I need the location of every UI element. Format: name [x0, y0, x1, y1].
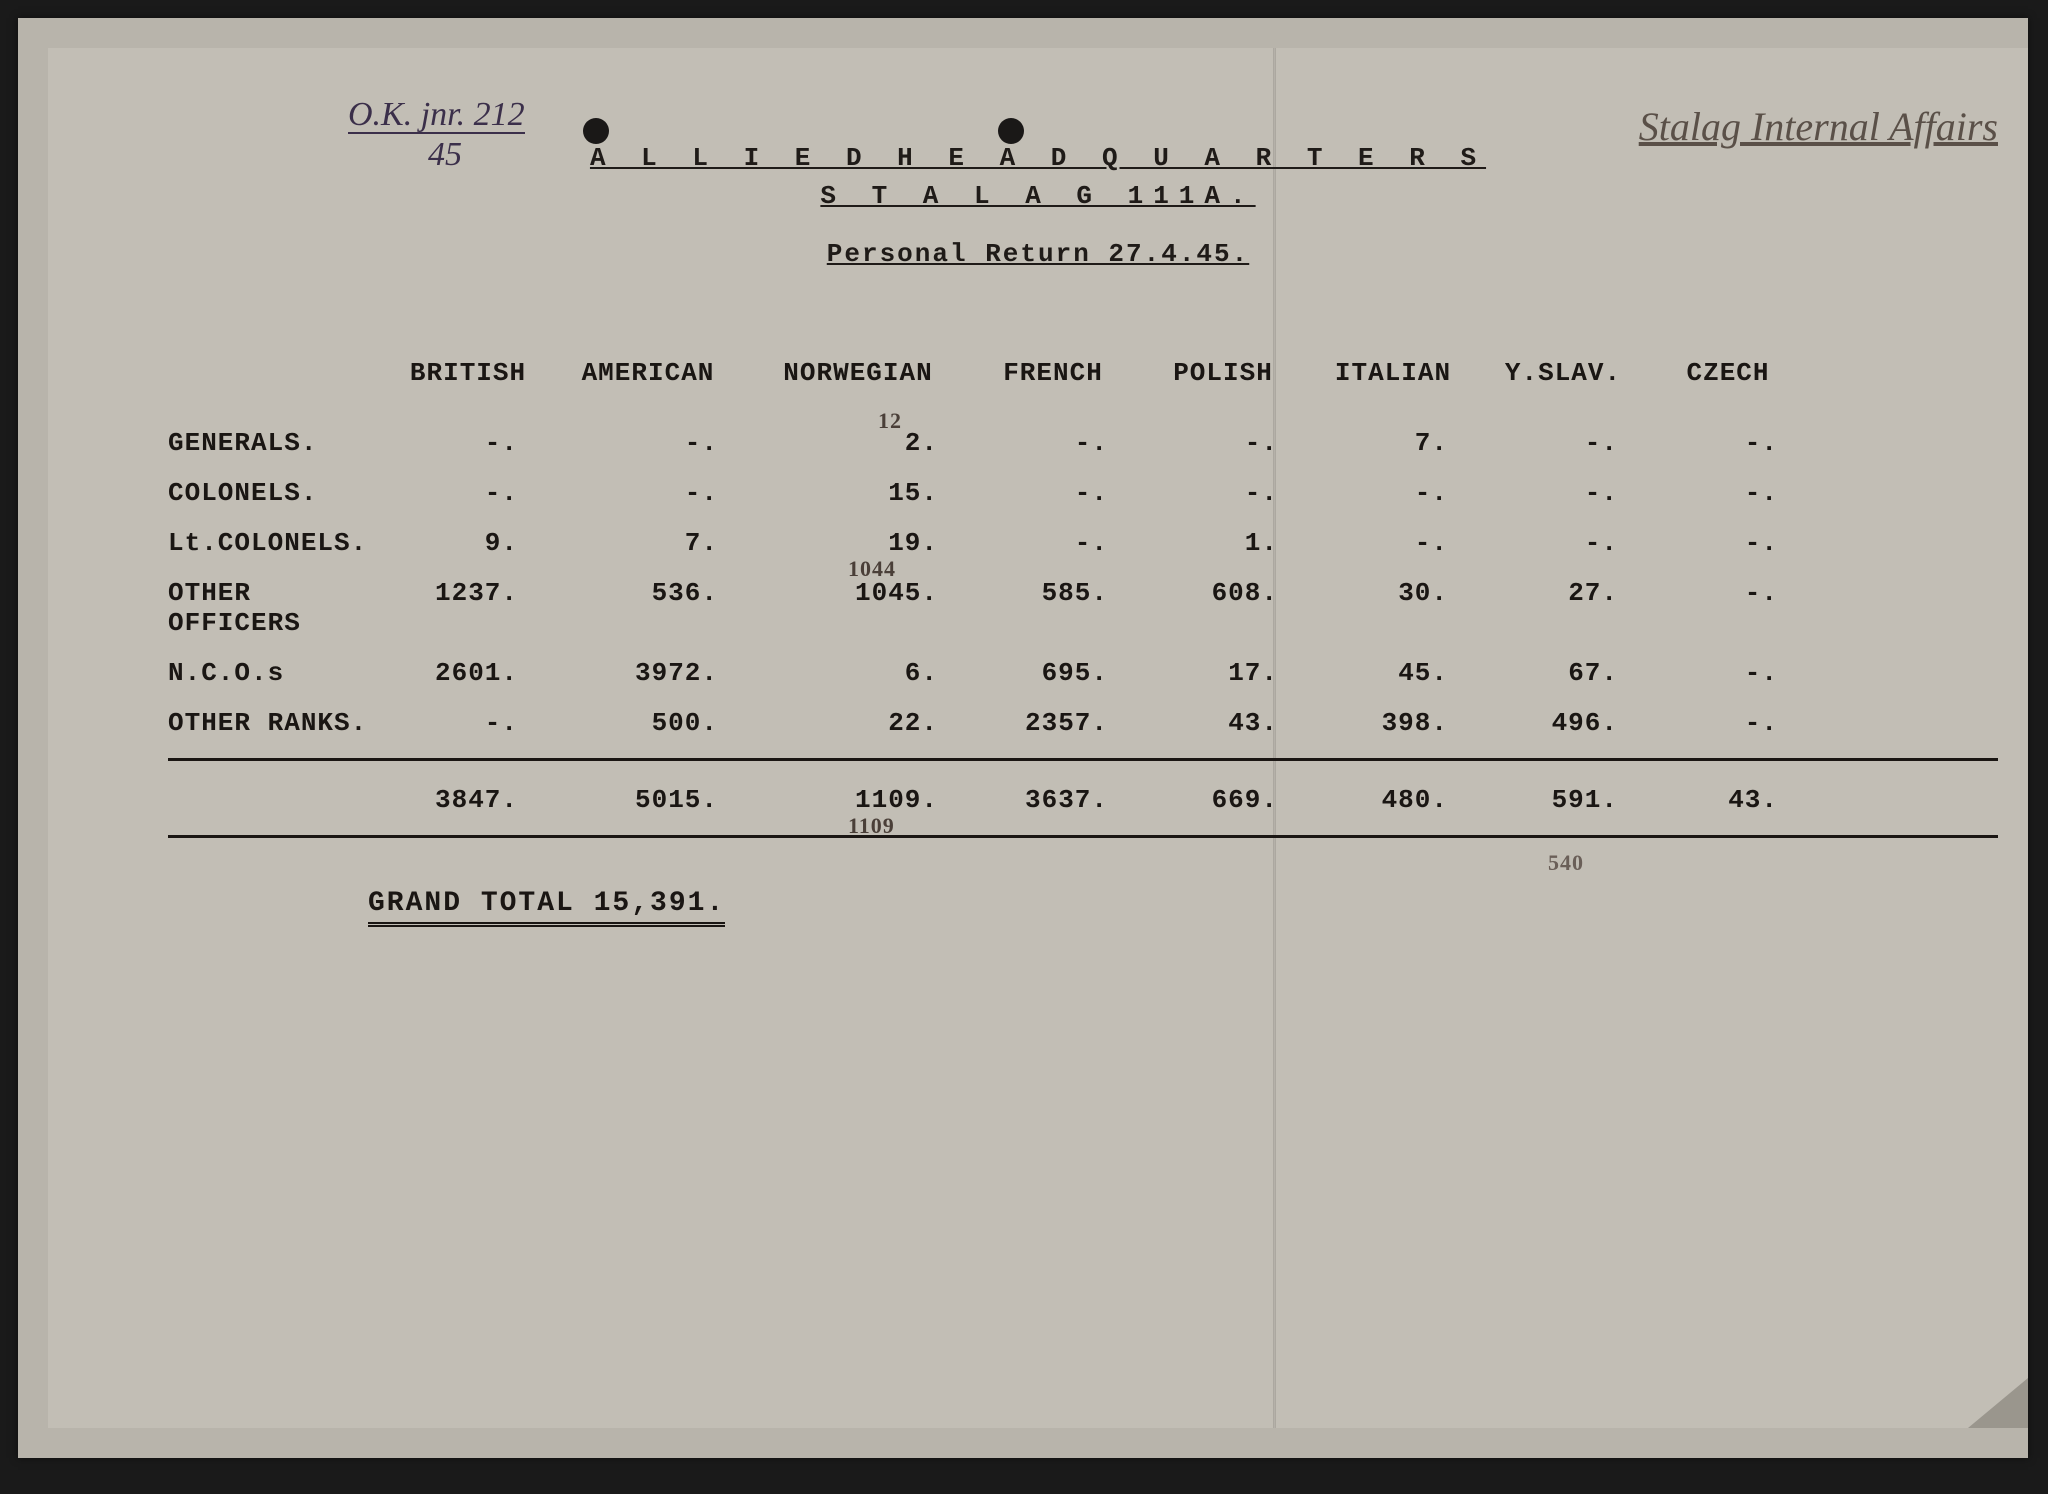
table-cell: -. — [1148, 428, 1318, 458]
table-cell: -. — [1318, 478, 1488, 508]
table-row: GENERALS.-.-.2.12-.-.7.-.-. — [168, 428, 1998, 458]
table-cell: 585. — [978, 578, 1148, 608]
header-line-2: S T A L A G 111A. — [48, 181, 2028, 211]
table-row: Lt.COLONELS.9.7.19.-.1.-.-.-. — [168, 528, 1998, 558]
table-cell: 398. — [1318, 708, 1488, 738]
handwritten-ref-top: O.K. jnr. 212 — [348, 98, 525, 134]
col-norwegian: NORWEGIAN — [758, 358, 978, 388]
annotation-generals-norwegian: 12 — [878, 408, 902, 434]
table-cell: 1237. — [398, 578, 558, 608]
punch-hole-left — [583, 118, 609, 144]
total-italian: 480. — [1318, 785, 1488, 815]
totals-row: 3847. 5015. 1109. 1109 3637. 669. 480. 5… — [168, 785, 1998, 815]
table-rule-bottom — [168, 835, 1998, 838]
table-cell: 608. — [1148, 578, 1318, 608]
table-cell: 2.12 — [758, 428, 978, 458]
data-table: BRITISH AMERICAN NORWEGIAN FRENCH POLISH… — [168, 358, 1998, 862]
table-cell: 3972. — [558, 658, 758, 688]
table-cell: -. — [1658, 708, 1818, 738]
punch-hole-right — [998, 118, 1024, 144]
table-rule-top — [168, 758, 1998, 761]
table-cell: 27. — [1488, 578, 1658, 608]
table-cell: -. — [1658, 478, 1818, 508]
table-cell: -. — [398, 428, 558, 458]
table-cell: 9. — [398, 528, 558, 558]
total-polish: 669. — [1148, 785, 1318, 815]
table-cell: -. — [1658, 528, 1818, 558]
row-label: N.C.O.s — [168, 658, 398, 688]
total-french: 3637. — [978, 785, 1148, 815]
table-cell: -. — [558, 478, 758, 508]
total-czech: 43. — [1658, 785, 1818, 815]
annotation-officers-norwegian: 1044 — [848, 556, 896, 582]
table-cell: 45. — [1318, 658, 1488, 688]
document-header: A L L I E D H E A D Q U A R T E R S S T … — [48, 143, 2028, 269]
col-american: AMERICAN — [558, 358, 758, 388]
table-cell: 2601. — [398, 658, 558, 688]
table-cell: -. — [398, 708, 558, 738]
table-cell: 67. — [1488, 658, 1658, 688]
table-cell: 695. — [978, 658, 1148, 688]
table-cell: 6. — [758, 658, 978, 688]
table-cell: 7. — [558, 528, 758, 558]
col-british: BRITISH — [398, 358, 558, 388]
col-czech: CZECH — [1658, 358, 1818, 388]
table-cell: -. — [1658, 428, 1818, 458]
paper-sheet: O.K. jnr. 212 45 Stalag Internal Affairs… — [48, 48, 2028, 1428]
row-label: Lt.COLONELS. — [168, 528, 398, 558]
document-page: O.K. jnr. 212 45 Stalag Internal Affairs… — [18, 18, 2028, 1458]
table-cell: -. — [1148, 478, 1318, 508]
total-american: 5015. — [558, 785, 758, 815]
header-line-1: A L L I E D H E A D Q U A R T E R S — [48, 143, 2028, 173]
header-line-3: Personal Return 27.4.45. — [48, 239, 2028, 269]
table-row: OTHER RANKS.-.500.22.2357.43.398.496.-. — [168, 708, 1998, 738]
grand-total: GRAND TOTAL 15,391. — [368, 888, 725, 927]
table-cell: -. — [1488, 428, 1658, 458]
table-header-row: BRITISH AMERICAN NORWEGIAN FRENCH POLISH… — [168, 358, 1998, 388]
annotation-total-yslav: 540 — [1548, 850, 1584, 876]
row-label: GENERALS. — [168, 428, 398, 458]
table-cell: -. — [1488, 528, 1658, 558]
table-cell: 19. — [758, 528, 978, 558]
col-italian: ITALIAN — [1318, 358, 1488, 388]
table-cell: 500. — [558, 708, 758, 738]
table-cell: -. — [978, 528, 1148, 558]
table-row: COLONELS.-.-.15.-.-.-.-.-. — [168, 478, 1998, 508]
table-cell: -. — [1658, 578, 1818, 608]
row-label: COLONELS. — [168, 478, 398, 508]
table-cell: -. — [558, 428, 758, 458]
total-yslav: 591. 540 — [1488, 785, 1658, 815]
table-row: OTHER OFFICERS1237.536.1045.1044585.608.… — [168, 578, 1998, 638]
table-cell: 2357. — [978, 708, 1148, 738]
table-cell: 17. — [1148, 658, 1318, 688]
annotation-total-norwegian: 1109 — [848, 813, 895, 839]
total-norwegian: 1109. 1109 — [758, 785, 978, 815]
table-cell: 7. — [1318, 428, 1488, 458]
table-cell: 536. — [558, 578, 758, 608]
total-british: 3847. — [398, 785, 558, 815]
table-row: N.C.O.s2601.3972.6.695.17.45.67.-. — [168, 658, 1998, 688]
table-cell: 15. — [758, 478, 978, 508]
table-cell: 496. — [1488, 708, 1658, 738]
table-cell: -. — [978, 428, 1148, 458]
table-cell: -. — [1488, 478, 1658, 508]
table-cell: 1. — [1148, 528, 1318, 558]
table-cell: -. — [1318, 528, 1488, 558]
table-cell: 43. — [1148, 708, 1318, 738]
row-label: OTHER OFFICERS — [168, 578, 398, 638]
col-french: FRENCH — [978, 358, 1148, 388]
table-cell: -. — [1658, 658, 1818, 688]
table-cell: 1045.1044 — [758, 578, 978, 608]
table-cell: -. — [978, 478, 1148, 508]
col-polish: POLISH — [1148, 358, 1318, 388]
table-cell: 22. — [758, 708, 978, 738]
table-cell: 30. — [1318, 578, 1488, 608]
table-cell: -. — [398, 478, 558, 508]
col-yslav: Y.SLAV. — [1488, 358, 1658, 388]
row-label: OTHER RANKS. — [168, 708, 398, 738]
page-dog-ear — [1968, 1378, 2028, 1428]
